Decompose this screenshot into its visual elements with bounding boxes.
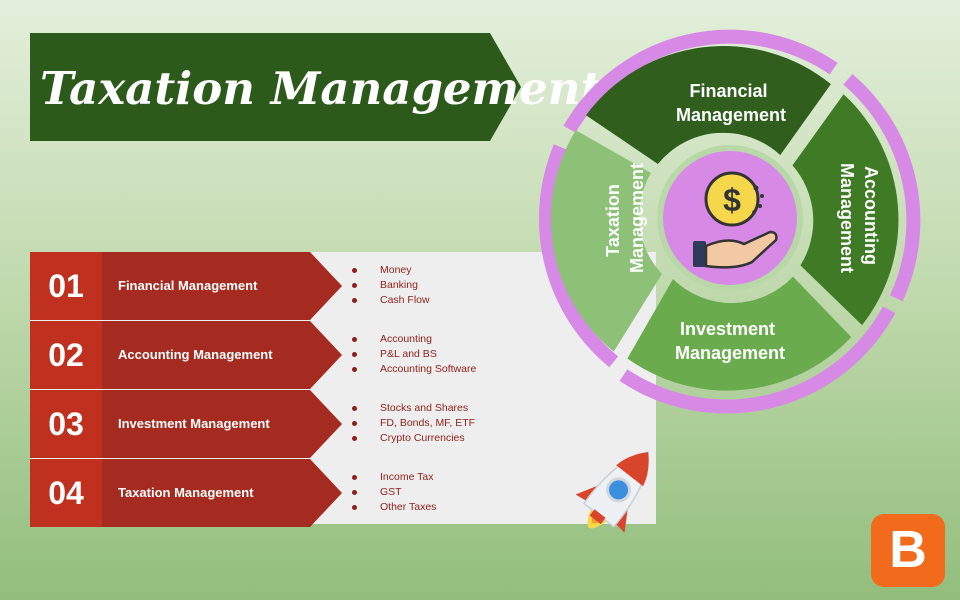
category-table: 01 Financial Management Money Banking Ca… xyxy=(30,252,656,527)
row-title: Investment Management xyxy=(118,416,270,431)
list-item: P&L and BS xyxy=(352,347,476,362)
row-arrow xyxy=(30,459,342,527)
outer-ring-arc xyxy=(619,306,896,414)
table-row: 04 Taxation Management Income Tax GST Ot… xyxy=(30,459,656,527)
table-row: 02 Accounting Management Accounting P&L … xyxy=(30,321,656,389)
title-banner xyxy=(30,33,521,141)
list-item: FD, Bonds, MF, ETF xyxy=(352,416,475,431)
list-item: Income Tax xyxy=(352,470,436,485)
outer-ring-arc xyxy=(563,29,838,133)
money-hand-icon xyxy=(693,171,778,269)
logo-badge: B xyxy=(871,514,945,587)
list-item: GST xyxy=(352,485,436,500)
row-title: Financial Management xyxy=(118,278,258,293)
row-arrow xyxy=(30,252,342,320)
list-item: Banking xyxy=(352,278,430,293)
row-arrow xyxy=(30,321,342,389)
segment-taxation xyxy=(550,130,662,352)
table-row: 03 Investment Management Stocks and Shar… xyxy=(30,390,656,458)
label-taxation: Taxation Management xyxy=(603,163,647,273)
rocket-icon xyxy=(575,451,649,533)
segment-financial xyxy=(586,46,831,164)
segment-accounting xyxy=(792,94,899,326)
row-title: Taxation Management xyxy=(118,485,254,500)
row-number: 04 xyxy=(48,475,84,511)
bullet-list: Income Tax GST Other Taxes xyxy=(352,470,436,515)
list-item: Crypto Currencies xyxy=(352,431,475,446)
row-number: 01 xyxy=(48,268,84,304)
list-item: Money xyxy=(352,263,430,278)
label-accounting: Accounting Management xyxy=(837,163,881,273)
bullet-list: Stocks and Shares FD, Bonds, MF, ETF Cry… xyxy=(352,401,475,446)
segment-investment xyxy=(627,276,852,391)
list-item: Accounting Software xyxy=(352,362,476,377)
row-arrow xyxy=(30,390,342,458)
row-title: Accounting Management xyxy=(118,347,273,362)
cycle-diagram: $ Financial Management Accounting Manage… xyxy=(539,29,921,414)
list-item: Cash Flow xyxy=(352,293,430,308)
label-financial: Financial Management xyxy=(676,81,786,125)
row-number: 03 xyxy=(48,406,84,442)
bullet-list: Money Banking Cash Flow xyxy=(352,263,430,308)
list-item: Accounting xyxy=(352,332,476,347)
list-item: Other Taxes xyxy=(352,500,436,515)
outer-ring-arc xyxy=(843,73,921,302)
outer-ring-arc xyxy=(539,144,619,368)
table-row: 01 Financial Management Money Banking Ca… xyxy=(30,252,656,320)
center-dollar-sign: $ xyxy=(723,182,741,218)
label-investment: Investment Management xyxy=(675,319,785,363)
bullet-list: Accounting P&L and BS Accounting Softwar… xyxy=(352,332,476,377)
list-item: Stocks and Shares xyxy=(352,401,475,416)
row-number: 02 xyxy=(48,337,84,373)
page-title: Taxation Management xyxy=(40,62,602,115)
